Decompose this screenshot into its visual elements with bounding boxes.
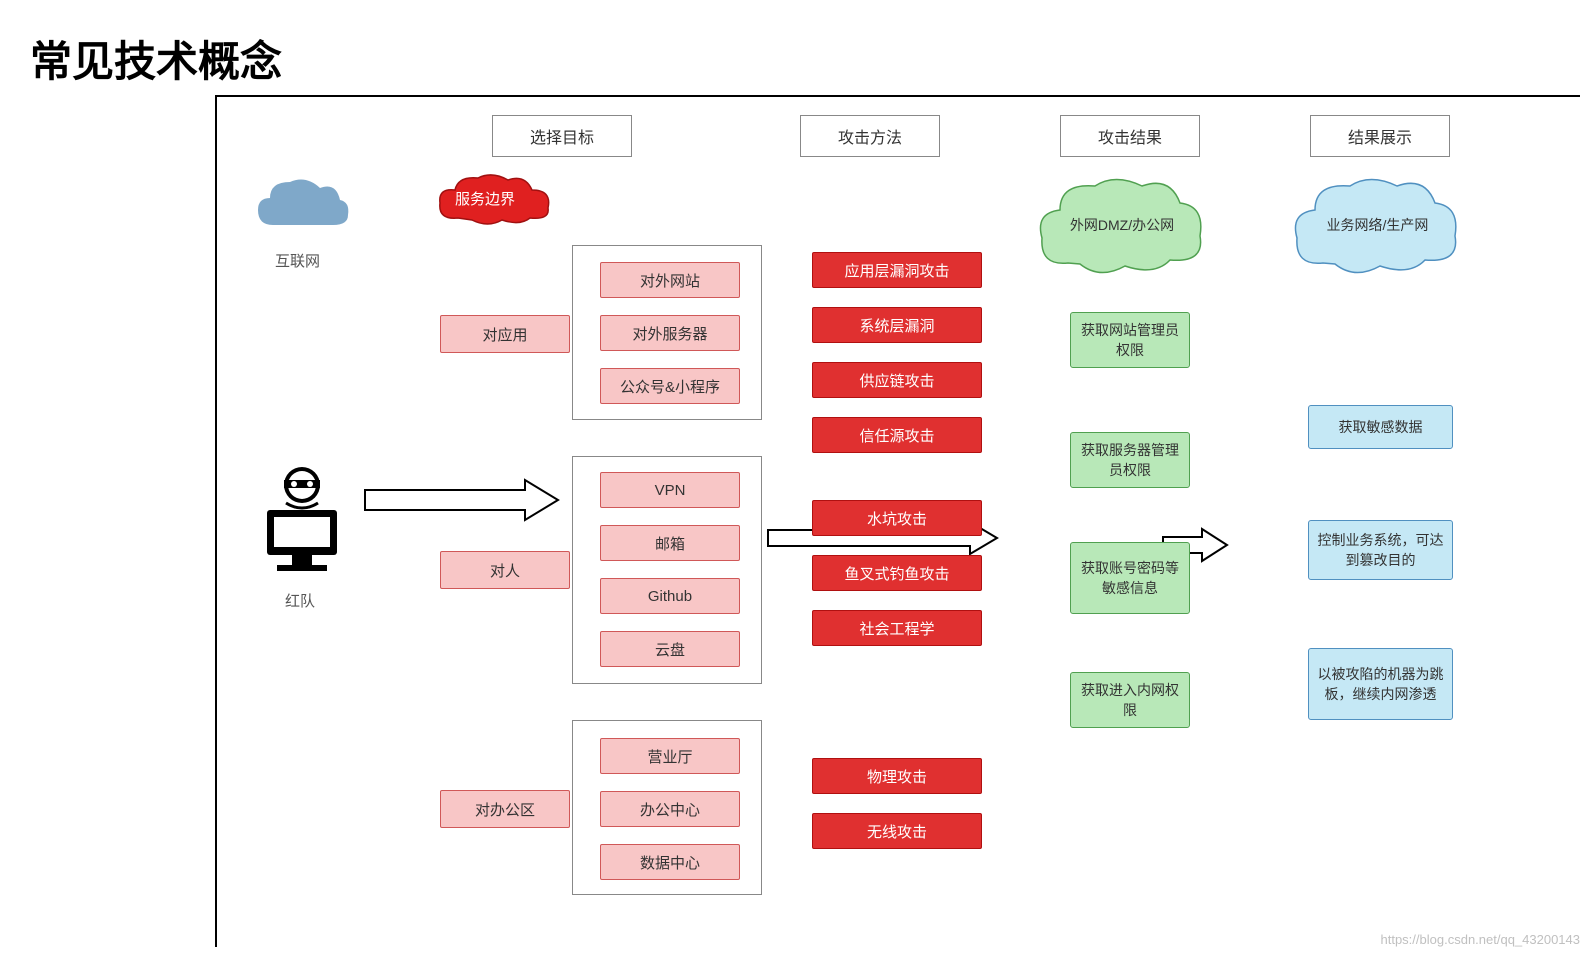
watermark: https://blog.csdn.net/qq_43200143 [1381,932,1581,947]
attack-g2-0: 水坑攻击 [812,500,982,536]
target-person-item-1: 邮箱 [600,525,740,561]
internet-cloud-icon [248,170,358,240]
target-person-item-3: 云盘 [600,631,740,667]
attack-g2-2: 社会工程学 [812,610,982,646]
target-app-item-1: 对外服务器 [600,315,740,351]
target-office-item-2: 数据中心 [600,844,740,880]
col-header-attack: 攻击方法 [800,115,940,157]
page-title: 常见技术概念 [30,28,282,89]
result-item-2: 获取账号密码等敏感信息 [1070,542,1190,614]
target-person-label: 对人 [440,551,570,589]
col-header-result: 攻击结果 [1060,115,1200,157]
display-cloud-label: 业务网络/生产网 [1315,215,1440,235]
attack-g1-3: 信任源攻击 [812,417,982,453]
result-item-0: 获取网站管理员权限 [1070,312,1190,368]
display-item-0: 获取敏感数据 [1308,405,1453,449]
target-office-label: 对办公区 [440,790,570,828]
display-item-1: 控制业务系统，可达到篡改目的 [1308,520,1453,580]
result-cloud-label: 外网DMZ/办公网 [1062,215,1182,235]
attack-g2-1: 鱼叉式钓鱼攻击 [812,555,982,591]
attack-g1-2: 供应链攻击 [812,362,982,398]
target-person-item-2: Github [600,578,740,614]
target-office-item-1: 办公中心 [600,791,740,827]
red-team-label: 红队 [285,590,315,611]
col-header-display: 结果展示 [1310,115,1450,157]
attack-g3-1: 无线攻击 [812,813,982,849]
target-app-item-0: 对外网站 [600,262,740,298]
target-app-item-2: 公众号&小程序 [600,368,740,404]
result-item-3: 获取进入内网权限 [1070,672,1190,728]
display-item-2: 以被攻陷的机器为跳板，继续内网渗透 [1308,648,1453,720]
arrow-redteam-target [360,475,560,525]
attack-g1-1: 系统层漏洞 [812,307,982,343]
target-office-item-0: 营业厅 [600,738,740,774]
col-header-target: 选择目标 [492,115,632,157]
target-person-item-0: VPN [600,472,740,508]
internet-label: 互联网 [275,250,320,271]
red-team-icon [252,455,352,575]
target-app-label: 对应用 [440,315,570,353]
service-boundary-label: 服务边界 [455,188,515,209]
attack-g1-0: 应用层漏洞攻击 [812,252,982,288]
result-item-1: 获取服务器管理员权限 [1070,432,1190,488]
attack-g3-0: 物理攻击 [812,758,982,794]
